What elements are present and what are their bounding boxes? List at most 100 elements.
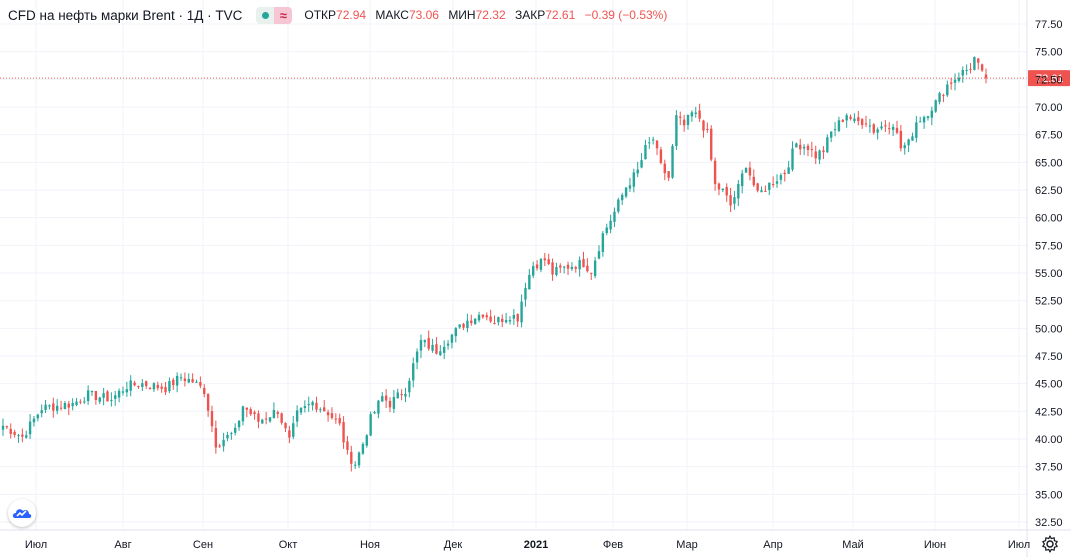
candle-body (934, 100, 937, 112)
candle-body (651, 139, 655, 141)
candle-body (295, 410, 299, 422)
candle (346, 436, 349, 455)
last-price-tag[interactable] (1028, 70, 1070, 87)
candle-body (760, 190, 763, 193)
candle-body (520, 301, 523, 323)
candle (473, 317, 477, 325)
candle (702, 119, 705, 138)
candlestick-series (1, 56, 988, 472)
candle (621, 192, 624, 205)
candle-body (744, 167, 748, 173)
candle-body (361, 444, 365, 454)
candle (245, 407, 249, 418)
candle (574, 265, 577, 273)
candle (338, 413, 341, 426)
candle-body (922, 116, 926, 123)
candle-body (961, 70, 964, 76)
candle-body (264, 418, 268, 420)
symbol-title[interactable]: CFD на нефть марки Brent · 1Д · TVC (8, 7, 243, 23)
x-tick-label: Дек (444, 539, 463, 551)
candle-body (864, 123, 868, 125)
candle-body (826, 137, 829, 153)
candle-body (114, 395, 117, 399)
y-tick-label: 77.50 (1035, 19, 1063, 31)
gear-icon[interactable] (1040, 534, 1060, 554)
candle-body (431, 344, 434, 351)
candle (729, 187, 732, 213)
candle-body (574, 267, 577, 269)
candle-body (388, 401, 392, 408)
candle (663, 159, 666, 181)
candle-body (868, 125, 872, 127)
candle (315, 396, 318, 413)
candle (508, 316, 512, 325)
ohlc-close-label: ЗАКР (514, 8, 546, 22)
candle-body (303, 406, 307, 408)
candle-body (679, 116, 682, 118)
candle-body (79, 401, 82, 403)
candle-body (648, 142, 651, 144)
candle-body (690, 112, 694, 117)
candle-body (365, 435, 368, 446)
candle-body (853, 118, 856, 122)
candle-body (532, 266, 535, 276)
candle-body (888, 128, 891, 130)
candle (888, 122, 891, 135)
candle-body (199, 382, 202, 386)
market-status[interactable]: ≈ (256, 6, 293, 24)
candle-body (450, 334, 454, 343)
candle-body (384, 395, 388, 401)
candle-body (675, 115, 678, 147)
candle (624, 187, 628, 199)
candle-body (117, 390, 121, 398)
candle (470, 314, 473, 326)
time-axis[interactable]: Июл Авг Сен Окт Ноя Дек 2021 Фев Мар Апр Май Июн Июл (25, 539, 1030, 551)
candle (884, 120, 887, 133)
candle (675, 110, 678, 151)
candle (915, 115, 918, 143)
candle-body (829, 131, 833, 138)
candle-body (485, 315, 488, 318)
candle (520, 294, 523, 328)
candle (439, 345, 442, 357)
candle (725, 183, 728, 202)
candle (79, 399, 82, 405)
candle-body (535, 264, 539, 269)
candle-body (5, 426, 9, 428)
candle-body (9, 428, 12, 434)
candle-body (21, 434, 24, 437)
candle (357, 451, 361, 469)
candle (462, 322, 465, 331)
candle-body (682, 119, 686, 126)
candle (737, 180, 740, 207)
candle-body (582, 259, 585, 268)
candle (876, 127, 879, 140)
candle-body (787, 167, 790, 174)
candle (454, 327, 457, 343)
candle (431, 338, 434, 353)
candle (559, 263, 562, 273)
tradingview-cloud-icon[interactable] (8, 499, 36, 527)
candle-body (624, 187, 628, 197)
candle-body (911, 136, 914, 141)
candle-body (257, 413, 260, 422)
candle (272, 402, 276, 419)
candle-body (396, 392, 399, 399)
candle (682, 114, 686, 132)
candle-body (28, 421, 32, 435)
candle (845, 113, 848, 128)
candle-body (590, 272, 593, 274)
candle-body (667, 171, 670, 178)
candle-body (984, 74, 988, 79)
candle (671, 143, 674, 179)
candle-body (369, 414, 372, 436)
candle-body (168, 381, 171, 392)
candle (21, 428, 24, 443)
candle-body (284, 422, 287, 429)
candle (241, 405, 245, 426)
candle-body (555, 267, 558, 275)
candle (408, 377, 411, 398)
candle-body (617, 199, 620, 212)
